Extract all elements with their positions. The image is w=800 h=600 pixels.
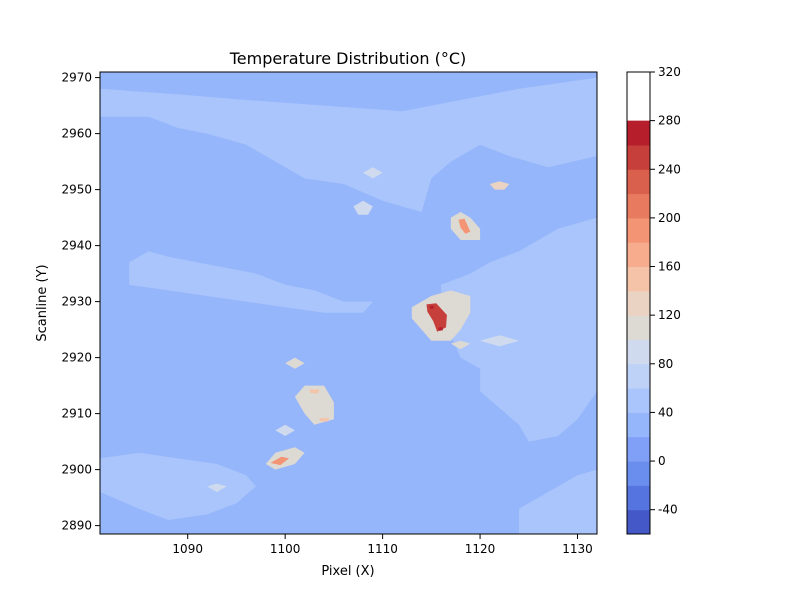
colorbar-segment bbox=[627, 266, 650, 292]
contour-region bbox=[441, 217, 597, 442]
y-tick-label: 2930 bbox=[61, 295, 92, 309]
contour-region bbox=[363, 167, 383, 179]
contour-region bbox=[426, 303, 447, 332]
y-tick-label: 2890 bbox=[61, 519, 92, 533]
colorbar bbox=[626, 71, 651, 535]
y-tick-label: 2900 bbox=[61, 463, 92, 477]
plot-area bbox=[99, 71, 598, 535]
y-tick-label: 2940 bbox=[61, 239, 92, 253]
colorbar-segment bbox=[627, 436, 650, 462]
colorbar-axis: -40 0 40 80 120 160 200 240 280 320 bbox=[650, 65, 681, 517]
contour-region bbox=[100, 452, 256, 520]
colorbar-segment bbox=[627, 461, 650, 486]
colorbar-tick-label: 320 bbox=[658, 65, 681, 79]
x-tick-label: 1120 bbox=[465, 542, 496, 556]
contour-region bbox=[489, 181, 510, 190]
y-axis: 2890 2900 2910 2920 2930 2940 2950 2960 2970 bbox=[61, 71, 100, 533]
colorbar-segment bbox=[627, 290, 650, 316]
colorbar-segment bbox=[627, 144, 650, 170]
y-tick-label: 2970 bbox=[61, 71, 92, 85]
colorbar-tick-label: 200 bbox=[658, 211, 681, 225]
colorbar-frame bbox=[626, 71, 651, 535]
y-tick-label: 2950 bbox=[61, 183, 92, 197]
colorbar-tick-label: 120 bbox=[658, 308, 681, 322]
y-axis-label: Scanline (Y) bbox=[35, 264, 50, 341]
colorbar-segment bbox=[627, 412, 650, 438]
colorbar-tick-label: 40 bbox=[658, 405, 673, 419]
plot-frame bbox=[99, 71, 598, 535]
y-tick-label: 2960 bbox=[61, 127, 92, 141]
y-tick-label: 2910 bbox=[61, 407, 92, 421]
colorbar-tick-label: 240 bbox=[658, 162, 681, 176]
x-tick-label: 1100 bbox=[270, 542, 301, 556]
x-tick-label: 1130 bbox=[562, 542, 593, 556]
colorbar-tick-label: 280 bbox=[658, 114, 681, 128]
contour-region bbox=[207, 483, 227, 492]
colorbar-segment bbox=[627, 315, 650, 340]
colorbar-segment bbox=[627, 169, 650, 195]
colorbar-segment bbox=[627, 363, 650, 389]
contour-regions bbox=[100, 77, 597, 534]
colorbar-segment bbox=[627, 120, 650, 146]
contour-region bbox=[129, 251, 373, 313]
contour-region bbox=[480, 335, 519, 347]
contour-region bbox=[519, 469, 597, 534]
colorbar-segment bbox=[627, 217, 650, 243]
colorbar-tick-label: -40 bbox=[658, 503, 678, 517]
colorbar-segment bbox=[627, 509, 650, 535]
contour-region bbox=[429, 305, 435, 309]
x-tick-label: 1090 bbox=[172, 542, 203, 556]
contour-region bbox=[458, 218, 471, 234]
colorbar-tick-label: 0 bbox=[658, 454, 666, 468]
y-tick-label: 2920 bbox=[61, 351, 92, 365]
contour-region bbox=[438, 326, 443, 331]
x-axis: 1090 1100 1110 1120 1130 bbox=[172, 534, 593, 556]
colorbar-tick-label: 80 bbox=[658, 357, 673, 371]
contour-region bbox=[285, 357, 305, 369]
chart-title: Temperature Distribution (°C) bbox=[229, 49, 467, 68]
contour-region bbox=[450, 340, 471, 350]
contour-region bbox=[270, 456, 290, 466]
contour-region bbox=[353, 200, 373, 215]
contour-region bbox=[100, 77, 597, 212]
x-tick-label: 1110 bbox=[367, 542, 398, 556]
x-axis-label: Pixel (X) bbox=[321, 564, 374, 579]
colorbar-tick-label: 160 bbox=[658, 260, 681, 274]
colorbar-segment bbox=[627, 242, 650, 268]
contour-region bbox=[275, 424, 295, 436]
colorbar-segment bbox=[627, 339, 650, 365]
contour-region bbox=[319, 418, 329, 422]
contour-region bbox=[309, 389, 320, 394]
contour-region bbox=[294, 385, 334, 425]
colorbar-segment bbox=[627, 193, 650, 219]
colorbar-segment bbox=[627, 485, 650, 511]
colorbar-segment bbox=[627, 388, 650, 413]
